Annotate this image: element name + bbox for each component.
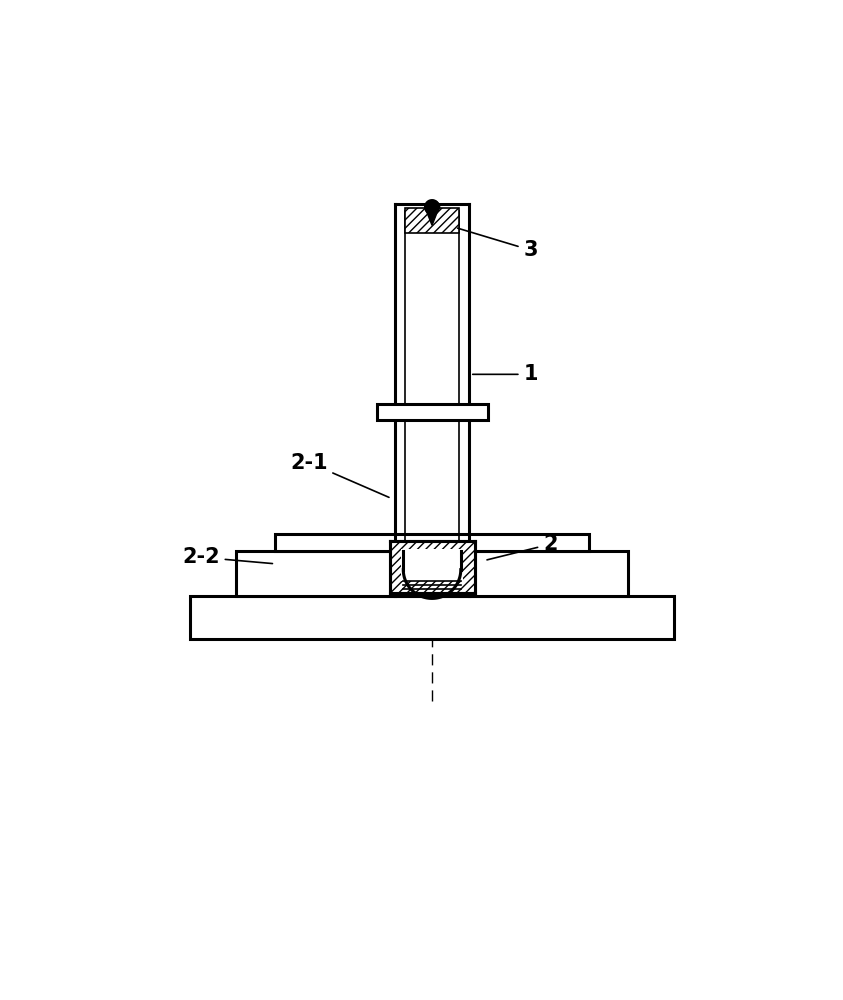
Bar (191, 596, 674, 639)
Bar (389, 541, 475, 593)
Bar (395, 204, 469, 596)
Text: 1: 1 (473, 364, 538, 384)
Bar (401, 549, 463, 581)
Bar (405, 208, 459, 233)
Text: 2: 2 (487, 534, 557, 560)
Polygon shape (425, 200, 439, 214)
Bar (389, 541, 475, 593)
Text: 3: 3 (458, 228, 538, 260)
Bar (377, 404, 487, 420)
Text: 2-2: 2-2 (182, 547, 272, 567)
Polygon shape (425, 207, 439, 225)
Bar (276, 534, 589, 551)
Text: 2-1: 2-1 (290, 453, 389, 497)
Bar (405, 208, 459, 233)
Bar (236, 551, 628, 596)
